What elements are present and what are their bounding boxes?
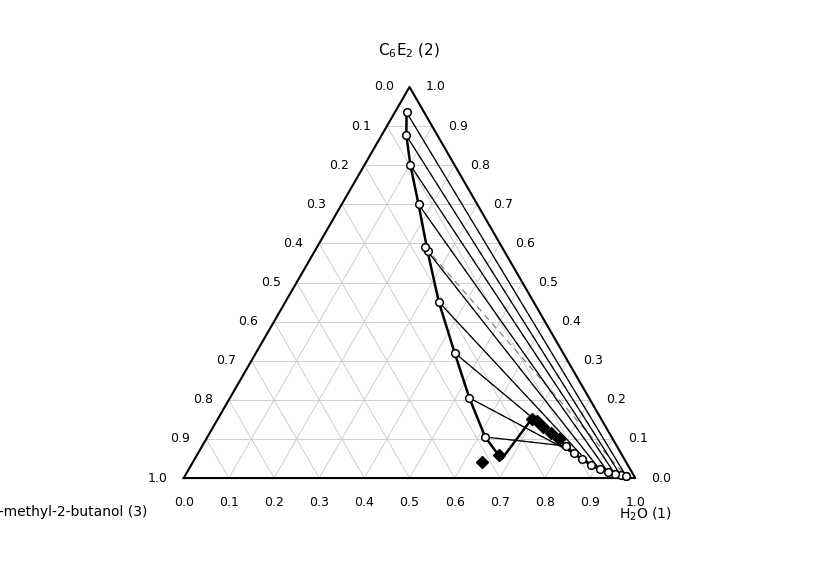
Text: C$_6$E$_2$ (2): C$_6$E$_2$ (2) (378, 41, 441, 60)
Text: H$_2$O (1): H$_2$O (1) (618, 505, 672, 523)
Text: 1.0: 1.0 (148, 472, 168, 485)
Text: 0.5: 0.5 (400, 496, 419, 509)
Text: 0.2: 0.2 (606, 393, 626, 406)
Text: 0.4: 0.4 (561, 315, 581, 328)
Text: 0.1: 0.1 (628, 432, 649, 445)
Text: 0.8: 0.8 (193, 393, 213, 406)
Text: 0.4: 0.4 (283, 237, 303, 250)
Text: 0.0: 0.0 (174, 496, 194, 509)
Text: 0.2: 0.2 (264, 496, 284, 509)
Text: 0.3: 0.3 (306, 198, 326, 211)
Text: 2-methyl-2-butanol (3): 2-methyl-2-butanol (3) (0, 505, 147, 519)
Text: 0.1: 0.1 (219, 496, 239, 509)
Text: 0.3: 0.3 (310, 496, 329, 509)
Text: 0.7: 0.7 (490, 496, 509, 509)
Text: 0.7: 0.7 (215, 354, 236, 367)
Text: 0.7: 0.7 (493, 198, 513, 211)
Text: 0.4: 0.4 (355, 496, 374, 509)
Text: 0.9: 0.9 (170, 432, 191, 445)
Text: 0.5: 0.5 (538, 276, 559, 289)
Text: 0.3: 0.3 (583, 354, 604, 367)
Text: 0.6: 0.6 (516, 237, 536, 250)
Text: 0.1: 0.1 (351, 120, 371, 133)
Text: 0.6: 0.6 (238, 315, 258, 328)
Text: 0.9: 0.9 (580, 496, 600, 509)
Text: 0.8: 0.8 (535, 496, 555, 509)
Text: 0.6: 0.6 (445, 496, 464, 509)
Text: 0.8: 0.8 (470, 159, 491, 172)
Text: 1.0: 1.0 (626, 496, 645, 509)
Text: 0.5: 0.5 (260, 276, 281, 289)
Text: 0.0: 0.0 (373, 80, 394, 93)
Text: 0.0: 0.0 (651, 472, 671, 485)
Text: 0.2: 0.2 (328, 159, 349, 172)
Text: 1.0: 1.0 (425, 80, 446, 93)
Text: 0.9: 0.9 (448, 120, 468, 133)
